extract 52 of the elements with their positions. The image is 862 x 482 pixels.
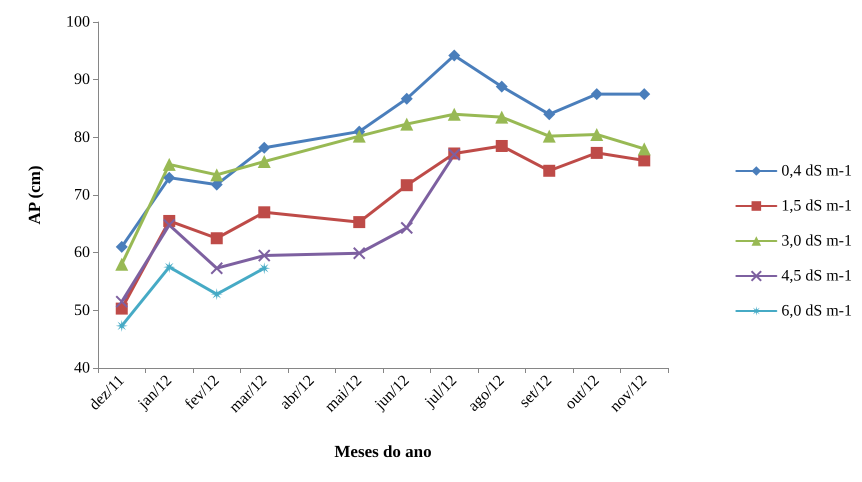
point bbox=[116, 320, 128, 332]
point bbox=[496, 140, 508, 152]
point bbox=[638, 154, 650, 166]
y-axis-title: AP (cm) bbox=[25, 165, 44, 225]
y-tick-label: 70 bbox=[74, 186, 90, 204]
point bbox=[543, 164, 556, 177]
point bbox=[258, 142, 270, 154]
legend-label: 3,0 dS m-1 bbox=[781, 232, 852, 250]
y-tick-label: 100 bbox=[66, 14, 90, 30]
point bbox=[115, 295, 128, 308]
point bbox=[496, 80, 508, 93]
point bbox=[210, 168, 224, 182]
point bbox=[163, 172, 176, 184]
point bbox=[590, 88, 603, 100]
point bbox=[258, 206, 270, 218]
point bbox=[352, 246, 366, 260]
point bbox=[400, 221, 414, 234]
point bbox=[162, 158, 176, 171]
point bbox=[163, 261, 176, 274]
legend-label: 4,5 dS m-1 bbox=[781, 268, 852, 284]
point bbox=[210, 288, 223, 300]
point bbox=[162, 218, 176, 232]
point bbox=[495, 110, 508, 124]
y-tick-label: 90 bbox=[74, 71, 90, 88]
y-tick-label: 50 bbox=[74, 302, 90, 319]
x-axis-title: Meses do ano bbox=[334, 442, 432, 461]
legend-label: 1,5 dS m-1 bbox=[781, 198, 852, 214]
point bbox=[258, 249, 271, 262]
y-tick-label: 40 bbox=[74, 360, 90, 376]
point bbox=[590, 128, 604, 141]
point bbox=[448, 108, 461, 121]
point bbox=[400, 92, 413, 105]
legend-label: 0,4 dS m-1 bbox=[781, 162, 852, 180]
point bbox=[448, 49, 460, 62]
point bbox=[590, 146, 603, 159]
point bbox=[210, 232, 223, 244]
point bbox=[638, 88, 650, 100]
point bbox=[116, 240, 128, 253]
point bbox=[638, 142, 651, 156]
point bbox=[543, 108, 556, 120]
y-tick-label: 60 bbox=[74, 244, 90, 262]
point bbox=[400, 179, 413, 192]
point bbox=[258, 262, 270, 274]
point bbox=[542, 130, 556, 143]
point bbox=[400, 118, 414, 131]
y-tick-label: 80 bbox=[74, 128, 90, 146]
point bbox=[115, 258, 128, 271]
point bbox=[352, 130, 366, 143]
point bbox=[353, 216, 366, 228]
point bbox=[210, 262, 224, 275]
point bbox=[258, 155, 271, 168]
legend-label: 6,0 dS m-1 bbox=[781, 302, 852, 320]
